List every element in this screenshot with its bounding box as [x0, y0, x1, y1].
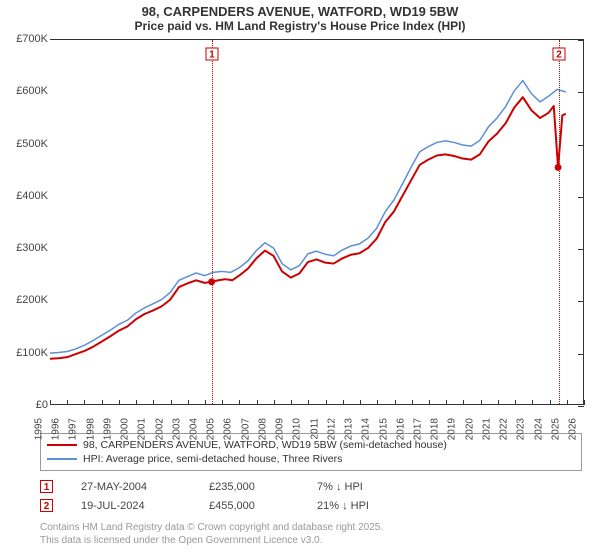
footer-line2: This data is licensed under the Open Gov… — [40, 534, 582, 547]
x-tick-label: 1995 — [33, 418, 44, 440]
y-tick-label: £200K — [8, 294, 48, 306]
y-tick-label: £400K — [8, 190, 48, 202]
x-tick-label: 2006 — [223, 418, 234, 440]
x-tick-label: 2005 — [206, 418, 217, 440]
x-tick-label: 2011 — [309, 418, 320, 440]
y-tick-label: £300K — [8, 242, 48, 254]
x-tick-label: 2007 — [240, 418, 251, 440]
sale-row: 2 19-JUL-2024 £455,000 21% ↓ HPI — [40, 496, 582, 515]
sale-marker-2: 2 — [553, 48, 566, 61]
x-tick-label: 2016 — [395, 418, 406, 440]
sale-diff: 21% ↓ HPI — [317, 500, 407, 512]
sale-row-marker: 2 — [40, 499, 53, 512]
x-tick-label: 2000 — [120, 418, 131, 440]
legend-swatch — [47, 444, 77, 446]
title-address: 98, CARPENDERS AVENUE, WATFORD, WD19 5BW — [0, 4, 600, 19]
sale-price: £235,000 — [209, 481, 289, 493]
legend-label: HPI: Average price, semi-detached house,… — [83, 453, 342, 465]
x-tick-label: 2021 — [481, 418, 492, 440]
x-tick-label: 2008 — [257, 418, 268, 440]
x-tick-label: 1997 — [68, 418, 79, 440]
x-tick-label: 2012 — [326, 418, 337, 440]
legend-swatch — [47, 458, 77, 460]
x-tick-label: 2020 — [464, 418, 475, 440]
chart-title-block: 98, CARPENDERS AVENUE, WATFORD, WD19 5BW… — [0, 0, 600, 33]
x-tick-label: 2015 — [378, 418, 389, 440]
legend-label: 98, CARPENDERS AVENUE, WATFORD, WD19 5BW… — [83, 439, 447, 451]
x-tick-label: 1996 — [51, 418, 62, 440]
x-tick-label: 2026 — [567, 418, 578, 440]
x-tick-label: 2018 — [430, 418, 441, 440]
x-tick-label: 2002 — [154, 418, 165, 440]
x-tick-label: 2024 — [533, 418, 544, 440]
x-tick-label: 2019 — [447, 418, 458, 440]
y-tick-label: £100K — [8, 347, 48, 359]
x-tick-label: 2014 — [361, 418, 372, 440]
x-tick-label: 2023 — [516, 418, 527, 440]
sale-diff: 7% ↓ HPI — [317, 481, 407, 493]
sale-row: 1 27-MAY-2004 £235,000 7% ↓ HPI — [40, 477, 582, 496]
footer-line1: Contains HM Land Registry data © Crown c… — [40, 521, 582, 534]
sale-row-marker: 1 — [40, 480, 53, 493]
y-tick-label: £0 — [8, 399, 48, 411]
x-tick-label: 2013 — [343, 418, 354, 440]
x-tick-label: 2001 — [137, 418, 148, 440]
x-tick-label: 2022 — [498, 418, 509, 440]
y-tick-label: £700K — [8, 33, 48, 45]
sale-date: 19-JUL-2024 — [81, 500, 181, 512]
sales-table: 1 27-MAY-2004 £235,000 7% ↓ HPI 2 19-JUL-2024… — [40, 477, 582, 515]
series-hpi — [50, 81, 566, 354]
title-subtitle: Price paid vs. HM Land Registry's House … — [0, 19, 600, 33]
x-tick-label: 2004 — [188, 418, 199, 440]
y-tick-label: £600K — [8, 85, 48, 97]
x-tick-label: 2017 — [412, 418, 423, 440]
legend-row: HPI: Average price, semi-detached house,… — [47, 452, 575, 466]
sale-date: 27-MAY-2004 — [81, 481, 181, 493]
x-tick-label: 2009 — [275, 418, 286, 440]
sale-marker-1: 1 — [205, 48, 218, 61]
x-tick-label: 2003 — [171, 418, 182, 440]
x-tick-label: 1998 — [85, 418, 96, 440]
footer-attribution: Contains HM Land Registry data © Crown c… — [40, 521, 582, 547]
x-tick-label: 1999 — [102, 418, 113, 440]
y-tick-label: £500K — [8, 138, 48, 150]
x-tick-label: 2025 — [550, 418, 561, 440]
chart-area: 12 £0£100K£200K£300K£400K£500K£600K£700K… — [8, 39, 584, 429]
plot-region: 12 — [50, 39, 584, 405]
x-tick-label: 2010 — [292, 418, 303, 440]
sale-price: £455,000 — [209, 500, 289, 512]
